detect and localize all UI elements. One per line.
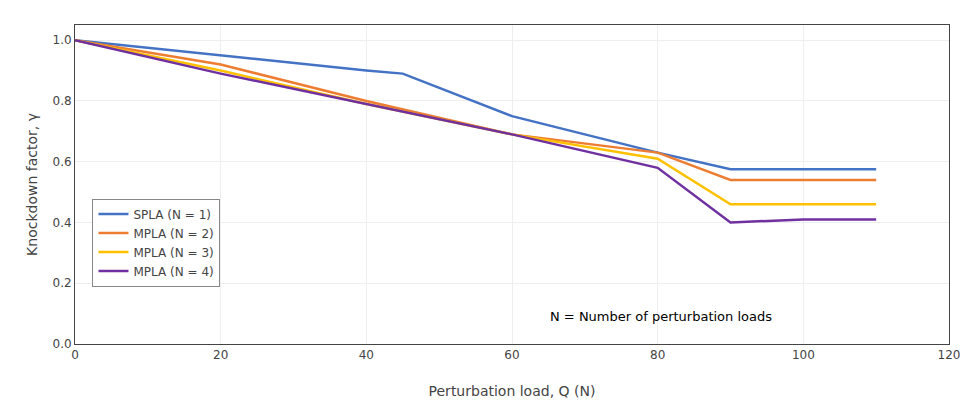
svg-text:60: 60 [504, 348, 519, 362]
svg-text:MPLA (N = 2): MPLA (N = 2) [133, 227, 213, 241]
svg-text:0.6: 0.6 [53, 155, 72, 169]
svg-text:0: 0 [71, 348, 79, 362]
svg-text:120: 120 [938, 348, 961, 362]
svg-text:Knockdown factor, γ: Knockdown factor, γ [24, 113, 40, 256]
svg-text:0.8: 0.8 [53, 94, 72, 108]
svg-text:Perturbation load, Q (N): Perturbation load, Q (N) [429, 383, 596, 399]
svg-text:80: 80 [650, 348, 665, 362]
svg-text:40: 40 [359, 348, 374, 362]
svg-text:100: 100 [792, 348, 815, 362]
svg-text:0.4: 0.4 [53, 216, 72, 230]
svg-text:MPLA (N = 3): MPLA (N = 3) [133, 246, 213, 260]
svg-text:SPLA (N = 1): SPLA (N = 1) [133, 208, 211, 222]
svg-text:MPLA (N = 4): MPLA (N = 4) [133, 265, 213, 279]
svg-text:N = Number of perturbation loa: N = Number of perturbation loads [550, 309, 772, 324]
svg-text:20: 20 [213, 348, 228, 362]
svg-text:0.0: 0.0 [53, 337, 72, 351]
svg-text:1.0: 1.0 [53, 33, 72, 47]
svg-text:0.2: 0.2 [53, 276, 72, 290]
